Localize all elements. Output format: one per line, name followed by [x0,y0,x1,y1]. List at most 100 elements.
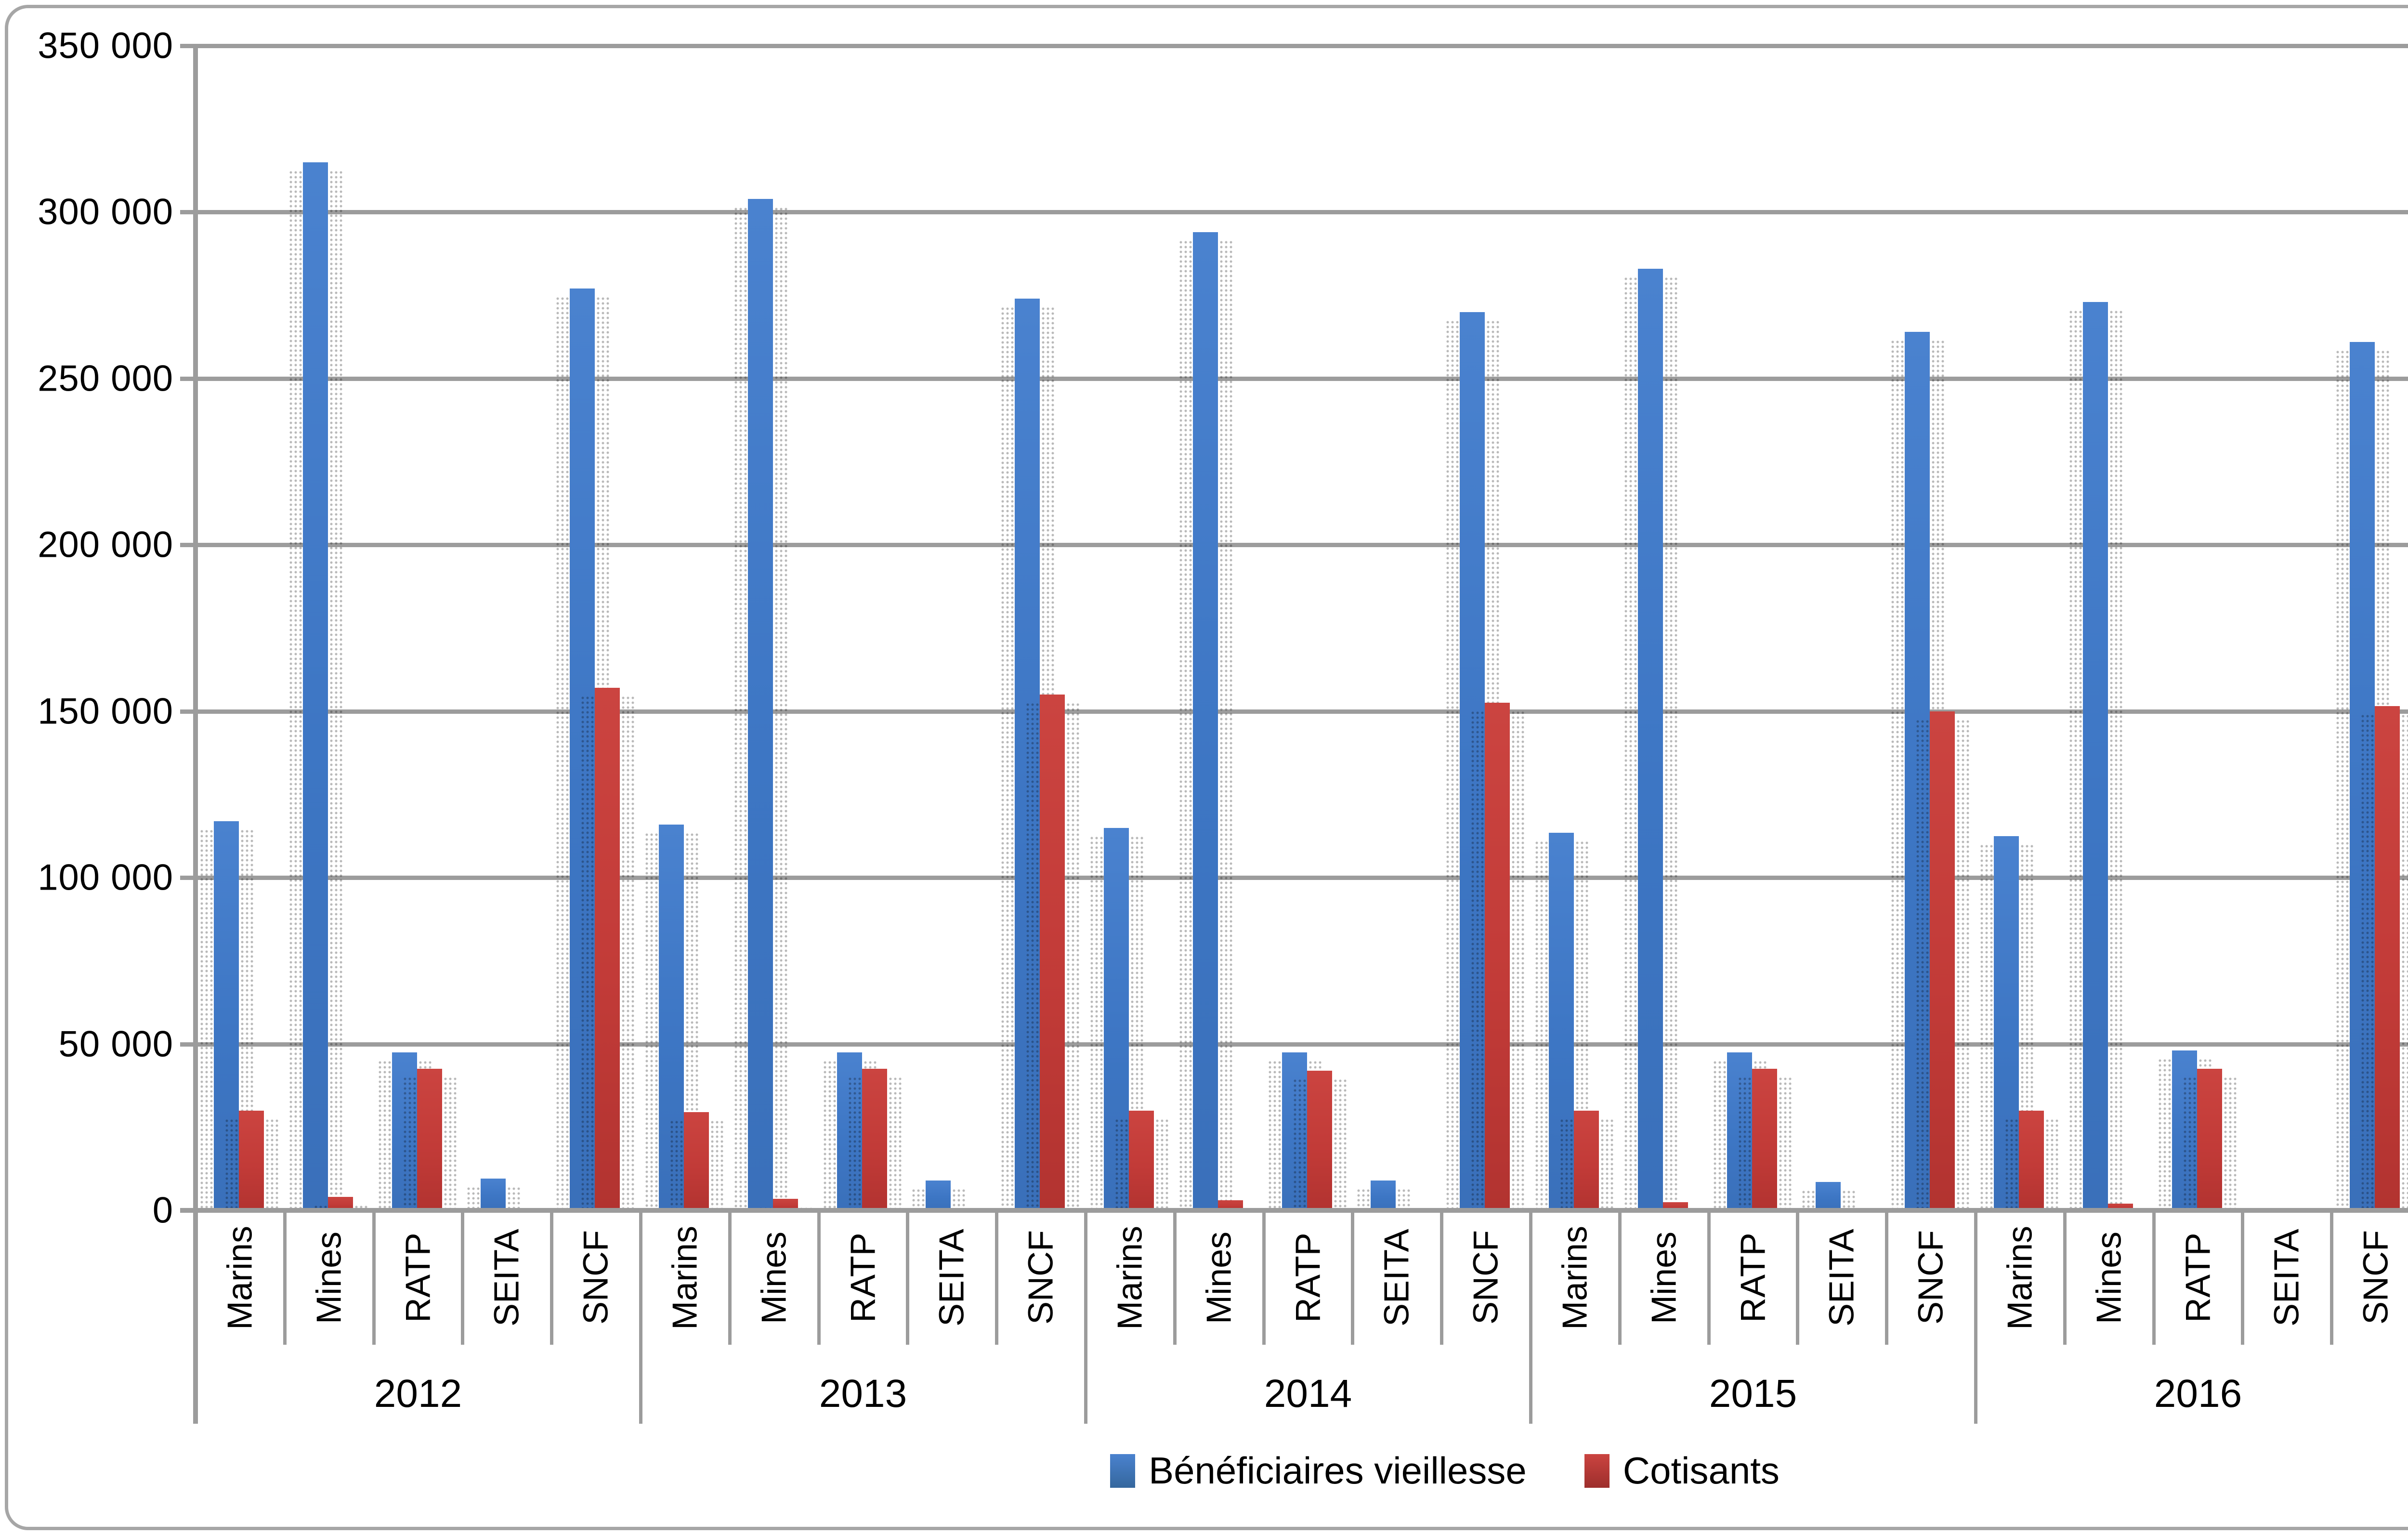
category-cell-separator [1707,1210,1711,1345]
bar-beneficiaires-2013-mines [733,198,787,1213]
x-axis-category-label: SEITA [2267,1229,2306,1326]
gridline [180,210,2408,215]
bar-cotisants-2012-sncf [580,688,635,1212]
x-axis-category-label: Marins [1556,1225,1595,1330]
bar-beneficiaires-2013-seita [911,1180,966,1213]
legend-label-beneficiaires: Bénéficiaires vieillesse [1149,1449,1527,1492]
x-axis-category-label: SNCF [576,1230,615,1325]
x-axis-category-label: Marins [221,1225,260,1330]
bar-cotisants-2015-marins [1559,1110,1613,1213]
x-axis-category-label: RATP [398,1233,437,1323]
bar-cotisants-2012-ratp [402,1069,457,1212]
x-axis-category-label: RATP [1288,1233,1327,1323]
legend: Bénéficiaires vieillesse Cotisants [0,1449,2408,1493]
bar-beneficiaires-2014-mines [1178,232,1232,1213]
plot-area [180,44,2408,1213]
y-axis-tick-label: 0 [152,1190,173,1231]
bar-cotisants-2013-sncf [1025,695,1080,1212]
x-axis-category-label: Mines [1200,1231,1239,1324]
y-axis-tick-label: 350 000 [38,25,173,66]
bar-cotisants-2013-marins [669,1112,723,1212]
gridline [180,1042,2408,1047]
y-axis-tick-labels: 350 000 300 000 250 000 200 000 150 000 100 0… [19,0,173,1535]
gridline [180,44,2408,48]
bar-cotisants-2014-ratp [1292,1070,1347,1213]
x-axis-category-label: Mines [1645,1231,1684,1324]
legend-label-cotisants: Cotisants [1623,1449,1780,1492]
x-axis-category-label: SNCF [1466,1230,1505,1325]
y-axis-tick-label: 300 000 [38,191,173,233]
x-axis-category-label: Mines [755,1231,794,1324]
y-axis-tick-label: 100 000 [38,857,173,898]
bar-cotisants-2015-ratp [1737,1069,1792,1212]
x-axis-category-label: Marins [1111,1225,1150,1330]
x-axis-category-label: SNCF [1911,1230,1950,1325]
category-cell-separator [728,1210,732,1345]
category-cell-separator [906,1210,910,1345]
x-axis-year-label: 2014 [1264,1372,1352,1416]
y-axis-tick-label: 50 000 [58,1023,173,1065]
y-axis-tick-label: 250 000 [38,358,173,399]
category-cell-separator [1173,1210,1177,1345]
category-cell-separator [1885,1210,1889,1345]
x-axis-category-label: SEITA [487,1229,526,1326]
year-group-separator [639,1210,642,1424]
category-cell-separator [2330,1210,2334,1345]
y-axis-tick-label: 200 000 [38,524,173,565]
legend-item-beneficiaires: Bénéficiaires vieillesse [1110,1449,1527,1493]
category-cell-separator [283,1210,287,1345]
category-cell-separator [1440,1210,1444,1345]
bar-cotisants-2012-marins [224,1110,278,1213]
bar-cotisants-2014-marins [1114,1110,1168,1213]
category-cell-separator [995,1210,999,1345]
bar-cotisants-2013-ratp [847,1069,902,1212]
x-axis-category-label: RATP [2178,1233,2217,1323]
x-axis-category-label: SEITA [1377,1229,1416,1326]
gridline [180,709,2408,714]
category-cell-separator [1618,1210,1622,1345]
category-cell-separator [372,1210,376,1345]
year-group-separator [1084,1210,1087,1424]
x-axis-category-label: Marins [666,1225,705,1330]
x-axis-category-label: SEITA [932,1229,971,1326]
bar-cotisants-2016-ratp [2182,1069,2237,1212]
x-axis-year-label: 2012 [374,1372,462,1416]
x-axis-year-label: 2016 [2154,1372,2242,1416]
x-axis-category-label: SEITA [1822,1229,1861,1326]
y-axis-line [193,46,198,1424]
legend-swatch-beneficiaires [1110,1454,1136,1488]
gridline [180,543,2408,548]
category-cell-separator [1796,1210,1800,1345]
category-cell-separator [2063,1210,2067,1345]
x-axis-year-label: 2013 [819,1372,907,1416]
category-cell-separator [550,1210,554,1345]
category-cell-separator [817,1210,821,1345]
category-cell-separator [461,1210,465,1345]
gridline [180,876,2408,880]
year-group-separator [1529,1210,1532,1424]
x-axis-line [180,1208,2408,1213]
category-cell-separator [2241,1210,2245,1345]
y-axis-tick-label: 150 000 [38,691,173,732]
gridline [180,376,2408,381]
x-axis-category-label: Marins [2001,1225,2040,1330]
x-axis-category-label: SNCF [2356,1230,2395,1325]
category-cell-separator [2152,1210,2156,1345]
x-axis-category-label: Mines [2090,1231,2129,1324]
bar-beneficiaires-2015-seita [1801,1182,1856,1212]
bar-beneficiaires-2012-mines [288,162,342,1213]
bar-beneficiaires-2015-mines [1623,268,1677,1213]
x-axis-category-label: Mines [310,1231,349,1324]
x-axis-category-label: RATP [1733,1233,1772,1323]
bar-cotisants-2016-sncf [2360,706,2408,1212]
x-axis-category-label: RATP [843,1233,882,1323]
bar-beneficiaires-2014-seita [1356,1180,1411,1213]
x-axis-year-label: 2015 [1709,1372,1797,1416]
x-axis-category-label: SNCF [1021,1230,1060,1325]
legend-swatch-cotisants [1584,1454,1610,1488]
bar-cotisants-2014-sncf [1470,703,1525,1212]
category-cell-separator [1351,1210,1355,1345]
year-group-separator [1974,1210,1977,1424]
bar-beneficiaires-2012-seita [466,1179,521,1212]
